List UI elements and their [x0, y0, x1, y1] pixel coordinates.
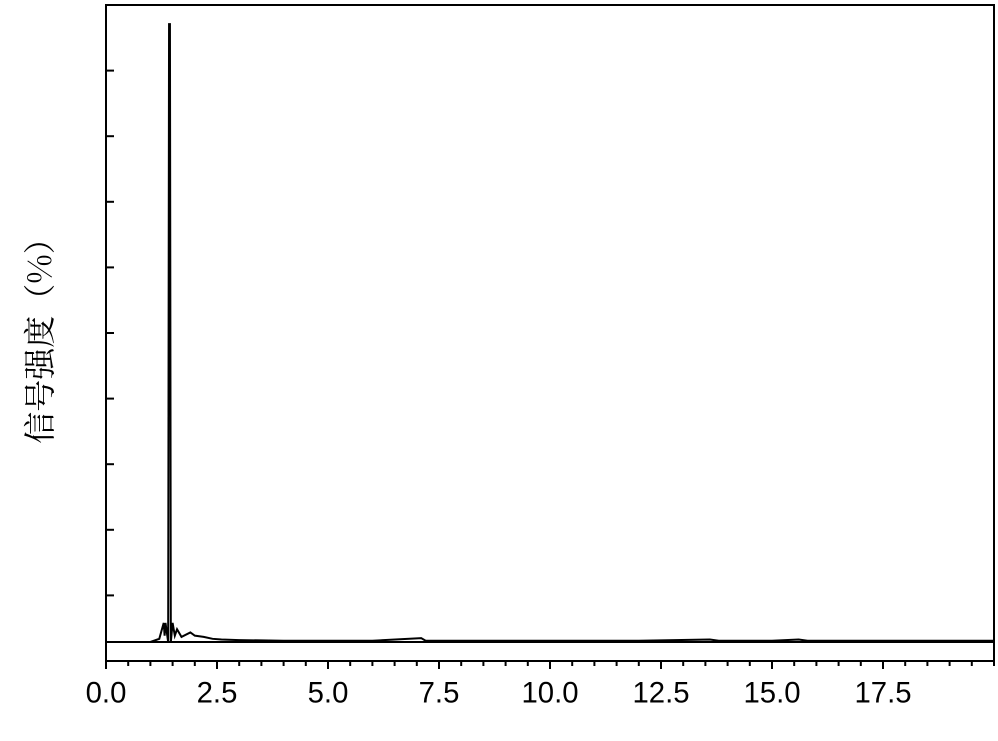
x-tick-label: 0.0: [86, 676, 127, 709]
y-axis-label: 信号强度（%）: [15, 222, 61, 444]
chromatogram-chart: 信号强度（%） 0.0 2.5 5.0 7.5 10.0 12.5 15.0 17.5: [0, 0, 998, 741]
x-tick-label: 12.5: [632, 676, 689, 709]
x-tick-label: 17.5: [854, 676, 911, 709]
x-tick-label: 5.0: [308, 676, 349, 709]
x-tick-label: 15.0: [743, 676, 800, 709]
x-tick-label: 7.5: [419, 676, 460, 709]
x-tick-label: 10.0: [521, 676, 578, 709]
x-tick-label: 2.5: [197, 676, 238, 709]
